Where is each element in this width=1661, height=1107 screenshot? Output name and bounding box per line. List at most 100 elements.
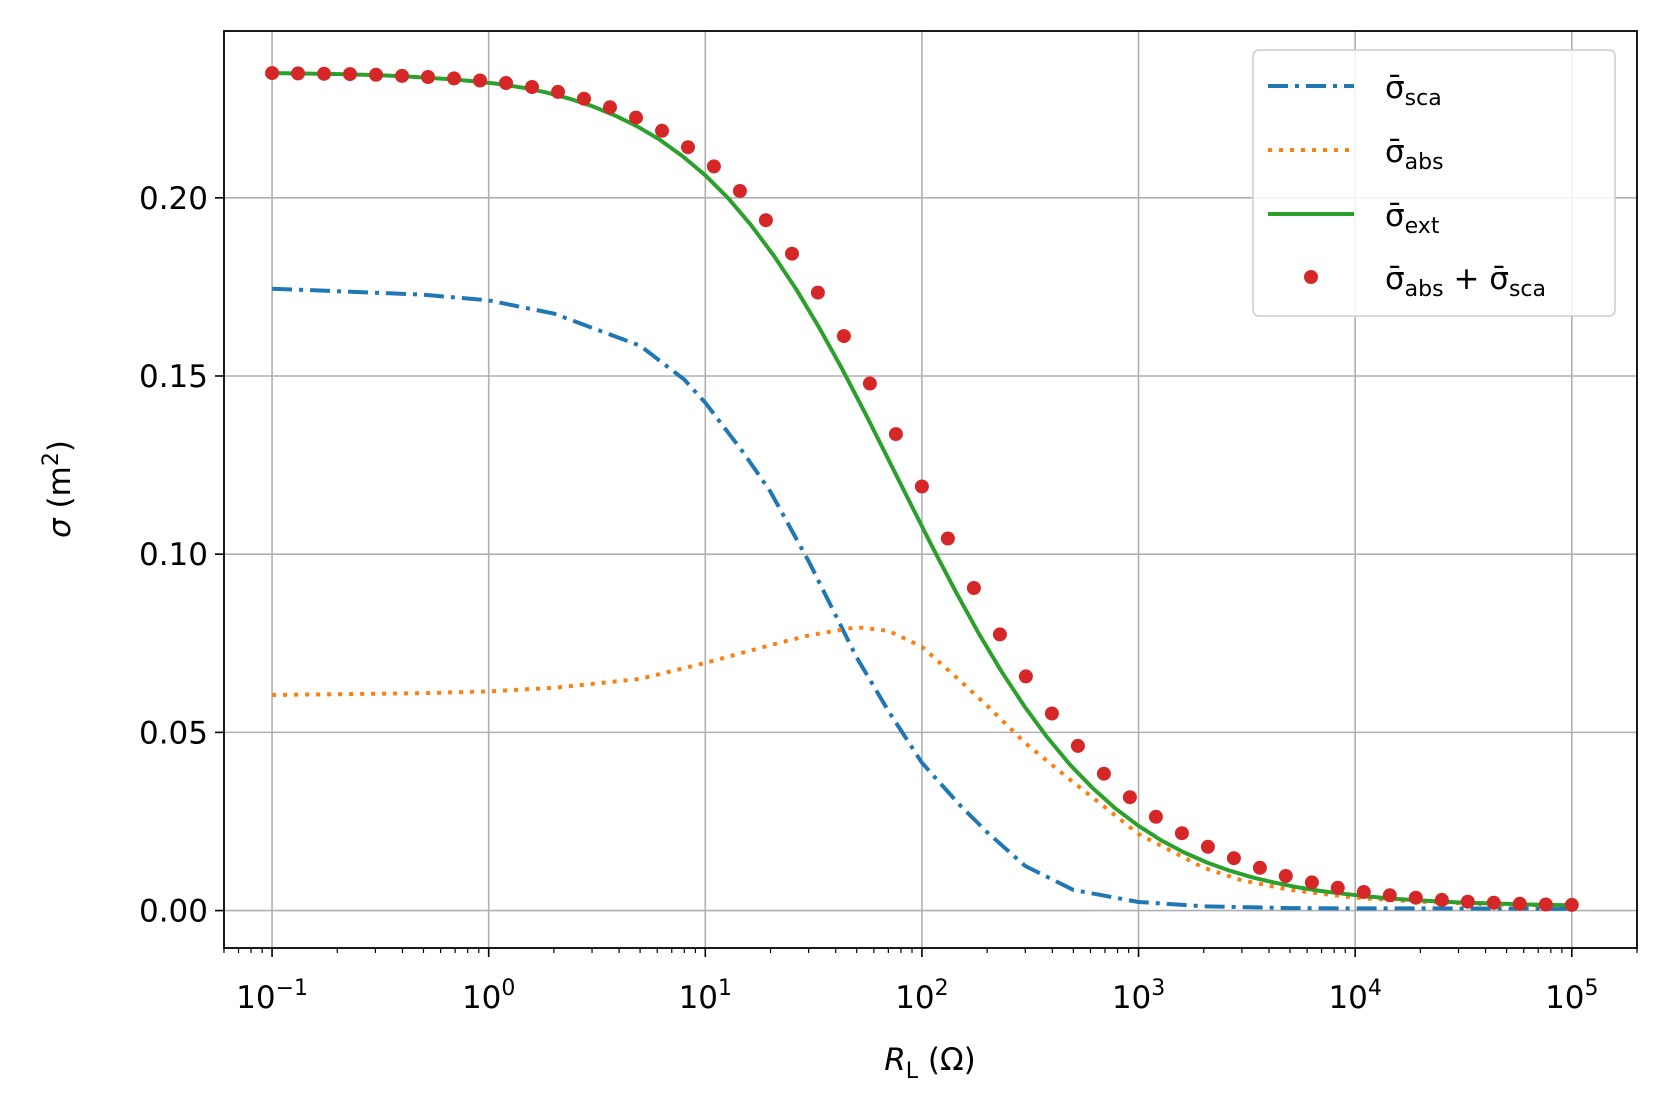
y-tick-label: 0.20 [139, 181, 208, 217]
data-point [1122, 790, 1137, 805]
data-point [473, 73, 487, 88]
data-point [732, 184, 747, 198]
data-point [1174, 826, 1189, 841]
x-axis-label-spacer [918, 1042, 928, 1078]
data-point [1070, 738, 1085, 753]
data-point [1226, 851, 1241, 866]
grid [224, 31, 1637, 948]
data-point [1018, 669, 1033, 684]
data-point [1460, 894, 1475, 909]
x-tick-label: 100 [462, 976, 515, 1016]
data-point [1512, 896, 1527, 911]
data-point [395, 68, 409, 83]
plot-frame [223, 30, 1638, 949]
x-axis-label-unit: (Ω) [928, 1042, 976, 1078]
x-tick-label-base: 10 [1328, 980, 1367, 1016]
data-point [1382, 888, 1397, 903]
legend-label-sum-main: σ̄ [1385, 261, 1405, 297]
legend-swatch-sum [1304, 270, 1318, 284]
x-tick-label-base: 10 [679, 980, 718, 1016]
data-point [499, 76, 513, 90]
x-tick-label-exponent: 2 [935, 976, 949, 1001]
data-point [681, 140, 695, 155]
data-point [1304, 875, 1319, 890]
legend-label-abs-main: σ̄ [1385, 134, 1405, 170]
data-point [785, 246, 799, 261]
legend-label-sum-main2: σ̄ [1489, 261, 1509, 297]
x-axis-label: RL (Ω) [884, 1042, 976, 1084]
x-tick-label-exponent: 4 [1368, 976, 1382, 1001]
data-point [1200, 839, 1215, 854]
y-tick-label: 0.10 [139, 537, 208, 573]
x-tick-label-exponent: 3 [1151, 976, 1165, 1001]
x-tick-label-base: 10 [1112, 980, 1151, 1016]
x-tick-label-base: 10 [895, 980, 934, 1016]
data-point [1486, 895, 1501, 910]
data-point [317, 66, 332, 81]
series-abs-sum-markers [265, 66, 1579, 912]
data-point [1096, 766, 1111, 781]
x-tick-label-base: 10 [236, 980, 275, 1016]
x-tick-label: 104 [1328, 976, 1381, 1016]
legend-label-sum-plus-pre [1444, 261, 1454, 297]
y-axis-label-unit-prefix: (m [42, 466, 78, 508]
data-point [1356, 885, 1371, 899]
y-tick-label: 0.00 [139, 894, 208, 930]
data-point [291, 66, 305, 81]
y-axis-label-main: σ [42, 517, 78, 538]
data-point [1044, 706, 1059, 721]
x-tick-label: 10−1 [236, 976, 308, 1016]
legend: σ̄sca σ̄abs σ̄ext σ̄abs + σ̄sca [1252, 49, 1616, 317]
data-point [1330, 880, 1345, 895]
data-point [862, 376, 877, 391]
x-tick-label: 103 [1112, 976, 1165, 1016]
legend-label-ext-sub: ext [1405, 214, 1440, 239]
data-point [369, 67, 383, 82]
data-point [836, 329, 851, 344]
data-point [1408, 890, 1423, 905]
y-axis-label-unit-sup: 2 [39, 452, 64, 466]
data-point [888, 427, 903, 442]
data-point [992, 627, 1007, 642]
x-tick-label-exponent: 1 [718, 976, 732, 1001]
data-point [577, 91, 591, 106]
x-tick-label: 101 [679, 976, 732, 1016]
y-axis-label-unit-suffix: ) [42, 440, 78, 452]
series-layer [265, 66, 1579, 912]
tick-labels: 10−1 100 101 102 103 104 1050.000.050.100.150.… [139, 181, 1599, 1016]
y-tick-label: 0.15 [139, 359, 208, 395]
x-tick-label: 102 [895, 976, 948, 1016]
x-tick-label: 105 [1545, 976, 1598, 1016]
legend-label-abs-sub: abs [1405, 150, 1444, 175]
data-point [810, 285, 825, 300]
data-point [1538, 897, 1553, 912]
legend-box [1252, 49, 1616, 317]
legend-label-sum-sub2: sca [1509, 277, 1546, 302]
data-point [655, 123, 669, 138]
data-point [940, 531, 955, 546]
data-point [525, 80, 539, 94]
data-point [603, 100, 617, 115]
x-tick-label-exponent: 5 [1585, 976, 1599, 1001]
legend-label-ext: σ̄ext [1385, 198, 1440, 239]
legend-label-sca-main: σ̄ [1385, 70, 1405, 106]
data-point [758, 213, 773, 228]
legend-label-sca: σ̄sca [1385, 70, 1442, 111]
legend-label-sum-plus-post [1479, 261, 1489, 297]
ticks [215, 196, 1638, 957]
x-tick-label-base: 10 [462, 980, 501, 1016]
data-point [421, 70, 435, 84]
data-point [1278, 869, 1293, 883]
data-point [914, 479, 929, 494]
legend-label-abs: σ̄abs [1385, 134, 1444, 175]
y-axis-label-spacer [42, 508, 78, 518]
data-point [966, 581, 981, 595]
data-point [629, 110, 643, 125]
x-tick-label-base: 10 [1545, 980, 1584, 1016]
x-tick-label-exponent: 0 [501, 976, 515, 1001]
data-point [1252, 860, 1267, 875]
series-ext-line [272, 71, 1572, 908]
y-tick-label: 0.05 [139, 715, 208, 751]
data-point [706, 159, 721, 174]
